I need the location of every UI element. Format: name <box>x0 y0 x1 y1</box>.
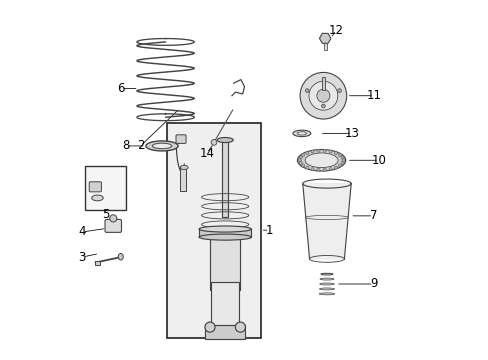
Ellipse shape <box>199 234 251 240</box>
Ellipse shape <box>305 153 337 168</box>
Circle shape <box>334 166 337 169</box>
Text: 13: 13 <box>344 127 359 140</box>
Circle shape <box>341 159 344 162</box>
Bar <box>321 77 324 90</box>
Polygon shape <box>302 184 350 259</box>
Circle shape <box>316 168 319 171</box>
Ellipse shape <box>292 130 310 136</box>
Circle shape <box>235 322 245 332</box>
Circle shape <box>301 164 304 167</box>
Bar <box>95 261 100 265</box>
Ellipse shape <box>319 293 334 295</box>
Bar <box>222 140 227 217</box>
Circle shape <box>338 164 341 167</box>
Bar <box>211 282 239 326</box>
Text: 7: 7 <box>369 210 377 222</box>
Ellipse shape <box>152 143 171 149</box>
Ellipse shape <box>319 278 333 280</box>
Text: 1: 1 <box>265 224 273 237</box>
Circle shape <box>310 150 313 153</box>
Circle shape <box>340 156 344 159</box>
Text: 11: 11 <box>366 89 381 102</box>
Ellipse shape <box>92 195 103 201</box>
Circle shape <box>338 153 341 157</box>
Ellipse shape <box>180 165 188 170</box>
Text: 10: 10 <box>371 154 386 167</box>
Circle shape <box>305 166 308 169</box>
Circle shape <box>305 89 308 93</box>
Ellipse shape <box>145 141 178 151</box>
Bar <box>180 166 186 191</box>
Ellipse shape <box>319 288 334 290</box>
Circle shape <box>334 152 337 154</box>
Ellipse shape <box>297 149 345 171</box>
Circle shape <box>211 139 217 145</box>
Circle shape <box>321 104 325 108</box>
Bar <box>167 123 260 338</box>
Text: 3: 3 <box>78 251 85 264</box>
FancyBboxPatch shape <box>89 182 101 192</box>
Circle shape <box>204 322 215 332</box>
Bar <box>205 325 244 339</box>
Bar <box>323 40 326 50</box>
Bar <box>85 166 126 211</box>
Circle shape <box>328 150 331 153</box>
Circle shape <box>310 167 313 171</box>
Bar <box>199 229 251 237</box>
Circle shape <box>301 153 304 157</box>
Circle shape <box>316 149 319 152</box>
Ellipse shape <box>319 283 334 285</box>
Text: 5: 5 <box>102 208 109 221</box>
FancyBboxPatch shape <box>105 220 121 232</box>
Circle shape <box>340 161 344 165</box>
Circle shape <box>300 72 346 119</box>
Circle shape <box>298 159 301 162</box>
Ellipse shape <box>320 273 332 275</box>
Circle shape <box>308 81 337 110</box>
Circle shape <box>323 168 325 171</box>
Ellipse shape <box>217 138 233 143</box>
Circle shape <box>328 167 331 171</box>
Bar <box>209 229 240 290</box>
Ellipse shape <box>118 253 123 260</box>
Ellipse shape <box>199 226 251 232</box>
Circle shape <box>109 215 117 222</box>
Text: 12: 12 <box>328 24 343 37</box>
Circle shape <box>299 156 302 159</box>
Ellipse shape <box>297 132 306 135</box>
Circle shape <box>323 149 325 152</box>
FancyBboxPatch shape <box>176 135 185 143</box>
Circle shape <box>337 89 341 93</box>
Text: 14: 14 <box>199 147 214 159</box>
Text: 8: 8 <box>122 139 129 152</box>
Text: 2: 2 <box>137 139 144 152</box>
Circle shape <box>305 152 308 154</box>
Circle shape <box>316 89 329 102</box>
Text: 9: 9 <box>369 278 377 291</box>
Text: 4: 4 <box>78 225 85 238</box>
Text: 6: 6 <box>117 82 124 95</box>
Circle shape <box>299 161 302 165</box>
